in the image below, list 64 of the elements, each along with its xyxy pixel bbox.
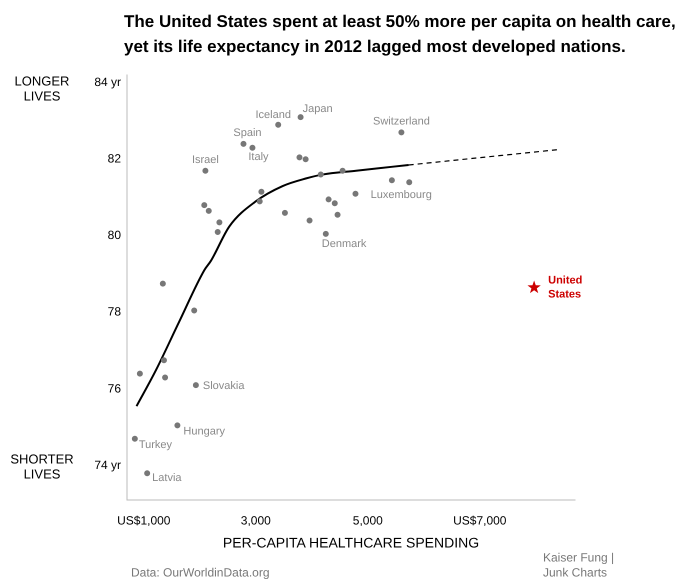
point xyxy=(322,230,329,237)
annotation: Latvia xyxy=(152,472,182,484)
x-axis-title: PER-CAPITA HEALTHCARE SPENDING xyxy=(222,534,480,550)
point xyxy=(174,422,180,428)
text: SHORTER LIVES xyxy=(10,452,74,482)
annotation: Italy xyxy=(248,150,270,163)
annotation: Japan xyxy=(302,103,333,116)
point xyxy=(298,114,304,120)
point xyxy=(527,280,541,294)
y-tick-label: 80 xyxy=(108,228,122,242)
point xyxy=(214,228,221,235)
point xyxy=(340,168,346,174)
point xyxy=(352,190,358,197)
point xyxy=(136,370,143,377)
point xyxy=(306,217,313,224)
annotation: Switzerland xyxy=(372,115,430,128)
point xyxy=(206,208,212,214)
annotation: Iceland xyxy=(255,108,291,121)
x-tick-label: US$7,000 xyxy=(453,514,507,528)
point xyxy=(256,198,263,204)
annotation: Israel xyxy=(192,154,219,166)
y-tick-label: 82 xyxy=(108,152,122,166)
text: Data: OurWorldinData.org xyxy=(131,565,270,580)
point xyxy=(302,156,309,162)
x-tick-label: US$1,000 xyxy=(117,514,171,528)
point xyxy=(192,382,199,388)
y-tick-label: 76 xyxy=(108,381,122,396)
annotation: Turkey xyxy=(138,438,173,451)
point xyxy=(160,280,166,287)
text: Kaiser Fung | Junk Charts xyxy=(543,550,614,580)
point xyxy=(334,212,341,218)
point xyxy=(191,307,198,314)
text: LONGER LIVES xyxy=(14,74,70,104)
annotation: Hungary xyxy=(183,425,226,438)
x-tick-label: 3,000 xyxy=(240,514,272,528)
point xyxy=(132,436,138,442)
annotation: Slovakia xyxy=(202,380,246,392)
point xyxy=(216,219,222,226)
y-tick-label: 78 xyxy=(108,304,122,319)
y-tick-label: 74 yr xyxy=(94,458,121,472)
point xyxy=(332,200,338,206)
y-tick-label: 84 yr xyxy=(94,74,121,89)
point xyxy=(249,144,256,151)
point xyxy=(144,470,150,476)
x-tick-label: 5,000 xyxy=(352,514,384,528)
point xyxy=(398,129,404,136)
point xyxy=(282,210,288,216)
chart-title: The United States spent at least 50% more per capita on health care, yet its life expectancy in 2012 lagged most developed nations. xyxy=(124,11,677,58)
point xyxy=(275,122,282,128)
point xyxy=(202,168,208,174)
point xyxy=(406,179,412,186)
annotation: Luxembourg xyxy=(370,189,432,202)
annotation: Spain xyxy=(233,126,262,139)
point xyxy=(388,177,395,184)
annotation: United States xyxy=(548,274,582,301)
annotation: Denmark xyxy=(322,238,367,250)
point xyxy=(162,374,168,380)
point xyxy=(318,172,324,178)
point xyxy=(258,188,264,195)
point xyxy=(296,154,302,160)
point xyxy=(160,357,167,364)
point xyxy=(240,140,246,147)
point xyxy=(201,202,208,208)
point xyxy=(326,196,332,202)
